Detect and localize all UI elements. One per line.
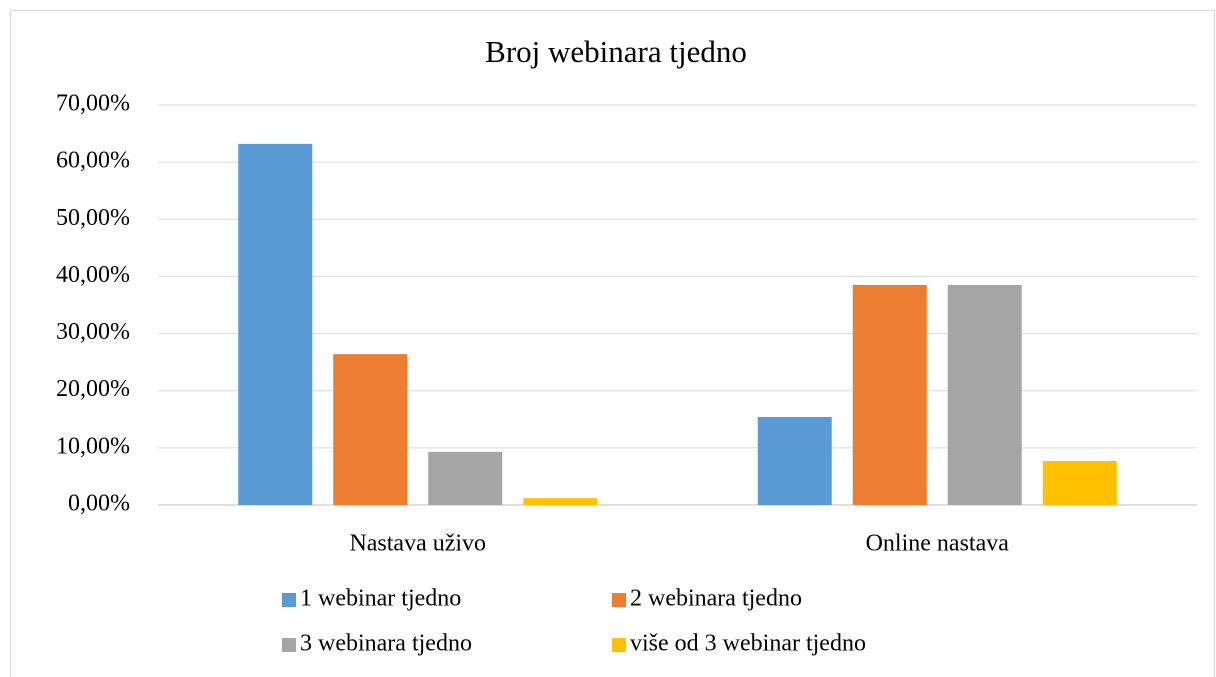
legend-label: više od 3 webinar tjedno (630, 631, 866, 657)
legend-label: 2 webinara tjedno (630, 586, 802, 612)
legend-swatch (282, 638, 296, 652)
chart-border (10, 10, 1215, 677)
bar (757, 417, 832, 505)
y-tick-label: 50,00% (56, 205, 130, 231)
bar (947, 285, 1022, 505)
y-tick-label: 30,00% (56, 319, 130, 345)
legend-swatch (612, 638, 626, 652)
y-tick-label: 20,00% (56, 376, 130, 402)
x-tick-label: Nastava uživo (349, 531, 486, 557)
y-tick-label: 70,00% (56, 91, 130, 117)
bar (238, 143, 313, 505)
legend-swatch (282, 593, 296, 607)
y-tick-label: 0,00% (68, 491, 130, 517)
y-tick-label: 10,00% (56, 433, 130, 459)
legend-label: 1 webinar tjedno (300, 586, 461, 612)
bar (1042, 461, 1117, 505)
legend-swatch (612, 593, 626, 607)
y-tick-label: 60,00% (56, 148, 130, 174)
chart-title: Broj webinara tjedno (485, 34, 747, 69)
y-tick-label: 40,00% (56, 262, 130, 288)
bar (523, 498, 598, 505)
x-tick-label: Online nastava (866, 531, 1010, 557)
bar (333, 354, 408, 505)
legend-label: 3 webinara tjedno (300, 631, 472, 657)
bar (428, 451, 503, 505)
bar (852, 285, 927, 505)
